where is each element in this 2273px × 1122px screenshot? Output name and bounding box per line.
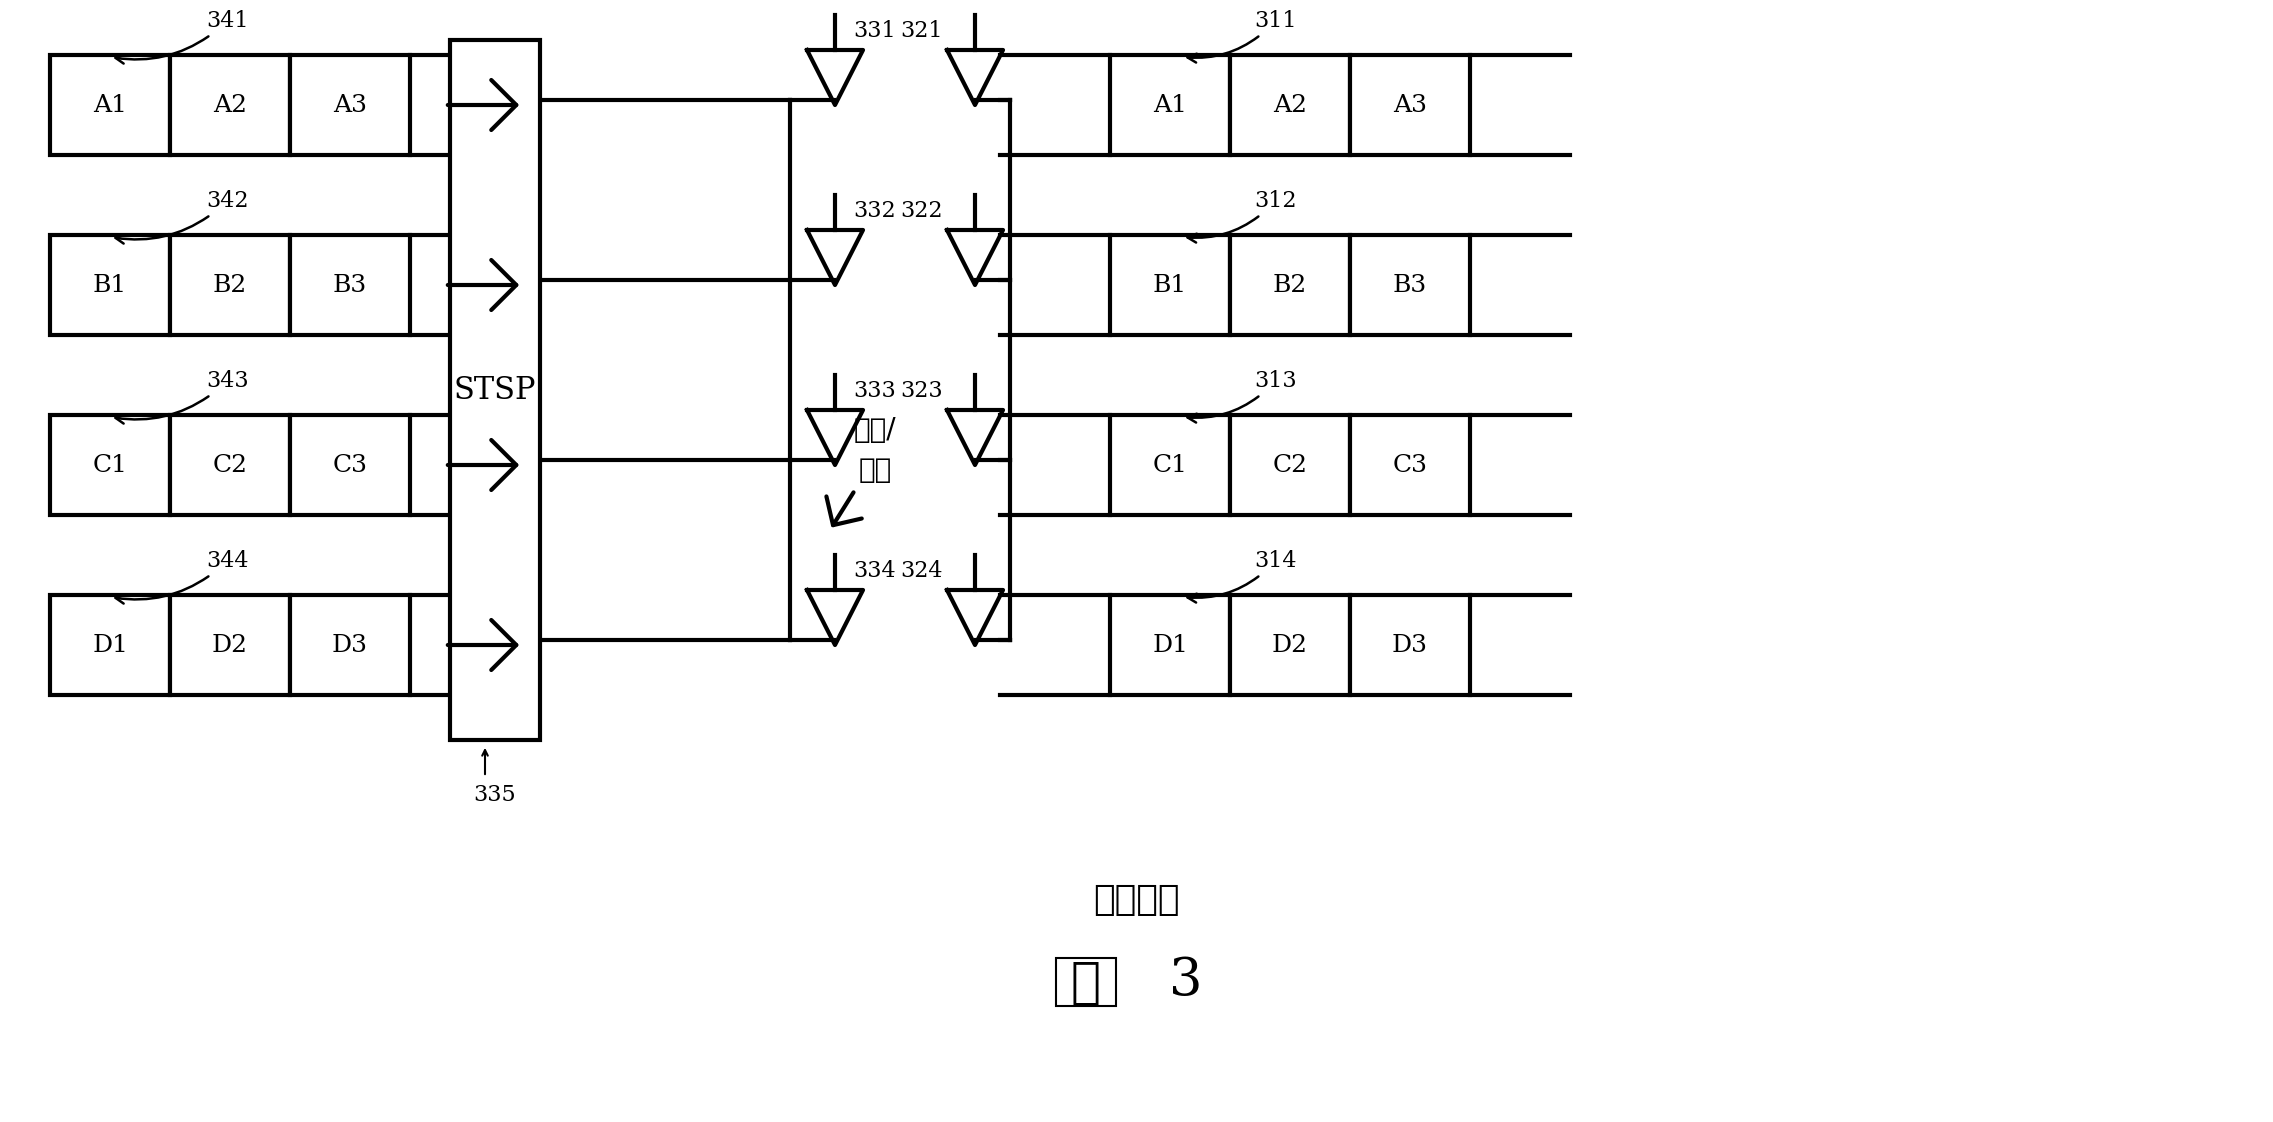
Text: C2: C2 (211, 453, 248, 477)
Text: 335: 335 (473, 784, 516, 806)
Text: A1: A1 (93, 93, 127, 117)
Text: 332: 332 (852, 200, 896, 222)
Bar (291, 415, 409, 515)
Bar (450, 40, 541, 741)
Text: 331: 331 (852, 20, 896, 42)
Bar (291, 55, 409, 155)
Bar (1230, 595, 1350, 695)
Bar (1230, 234, 1350, 335)
Text: 334: 334 (852, 560, 896, 582)
Bar (1109, 595, 1230, 695)
Bar (1350, 415, 1471, 515)
Bar (1350, 55, 1471, 155)
Text: A2: A2 (1273, 93, 1307, 117)
Text: 342: 342 (116, 190, 248, 243)
Text: 314: 314 (1187, 550, 1296, 603)
Text: A2: A2 (214, 93, 248, 117)
Bar (170, 415, 291, 515)
Text: B1: B1 (1152, 274, 1187, 296)
Text: 324: 324 (900, 560, 943, 582)
Text: 图: 图 (1071, 954, 1102, 1006)
Text: C2: C2 (1273, 453, 1307, 477)
Text: D1: D1 (93, 634, 127, 656)
Text: 图: 图 (1071, 958, 1100, 1006)
Text: 3: 3 (1168, 955, 1202, 1005)
Text: 341: 341 (116, 10, 248, 64)
Text: D2: D2 (211, 634, 248, 656)
Text: 333: 333 (852, 380, 896, 402)
Bar (50, 415, 170, 515)
Bar (1057, 958, 1116, 1006)
Bar (50, 595, 170, 695)
Text: C3: C3 (1393, 453, 1427, 477)
Text: A3: A3 (1393, 93, 1427, 117)
Bar (1109, 415, 1230, 515)
Text: 发射/: 发射/ (855, 416, 896, 444)
Text: B2: B2 (1273, 274, 1307, 296)
Bar (1230, 415, 1350, 515)
Text: 343: 343 (116, 370, 248, 424)
Text: 321: 321 (900, 20, 943, 42)
Text: A1: A1 (1152, 93, 1187, 117)
Text: A3: A3 (334, 93, 366, 117)
Bar (1230, 55, 1350, 155)
Text: 323: 323 (900, 380, 943, 402)
Bar (1350, 595, 1471, 695)
Bar (291, 595, 409, 695)
Bar (1109, 234, 1230, 335)
Text: 313: 313 (1187, 370, 1296, 423)
Text: STSP: STSP (455, 375, 536, 405)
Bar (170, 595, 291, 695)
Text: 312: 312 (1187, 190, 1296, 242)
Bar (1350, 234, 1471, 335)
Bar (50, 55, 170, 155)
Text: B3: B3 (332, 274, 368, 296)
Text: D2: D2 (1273, 634, 1307, 656)
Text: 322: 322 (900, 200, 943, 222)
Bar (170, 234, 291, 335)
Text: 311: 311 (1187, 10, 1296, 63)
Text: C1: C1 (1152, 453, 1187, 477)
Text: B2: B2 (214, 274, 248, 296)
Text: B3: B3 (1393, 274, 1427, 296)
Text: D1: D1 (1152, 634, 1189, 656)
Text: 现有技术: 现有技术 (1093, 883, 1180, 917)
Text: 接收: 接收 (859, 456, 891, 484)
Bar (170, 55, 291, 155)
Text: 344: 344 (116, 550, 248, 604)
Bar (291, 234, 409, 335)
Text: D3: D3 (1391, 634, 1427, 656)
Text: B1: B1 (93, 274, 127, 296)
Text: C3: C3 (332, 453, 368, 477)
Bar (1109, 55, 1230, 155)
Bar (50, 234, 170, 335)
Text: C1: C1 (93, 453, 127, 477)
Text: D3: D3 (332, 634, 368, 656)
